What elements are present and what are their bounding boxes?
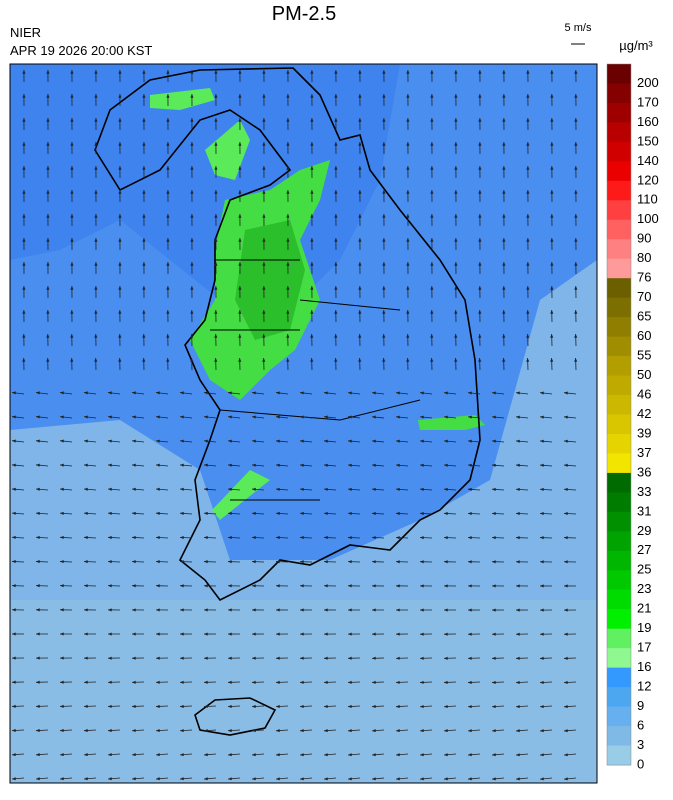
colorbar-label: 29 [637,523,651,538]
colorbar-label: 90 [637,231,651,246]
colorbar-segment [607,415,631,435]
colorbar-label: 140 [637,153,659,168]
colorbar-segment [607,337,631,357]
colorbar-segment [607,707,631,727]
colorbar-label: 19 [637,620,651,635]
colorbar-segment [607,492,631,512]
colorbar-segment [607,83,631,103]
title: PM-2.5 [272,3,336,25]
colorbar-segment [607,687,631,707]
colorbar-segment [607,590,631,610]
colorbar-segment [607,356,631,376]
colorbar-label: 76 [637,270,651,285]
colorbar-label: 36 [637,464,651,479]
colorbar-label: 27 [637,542,651,557]
colorbar-segment [607,473,631,493]
colorbar-segment [607,298,631,318]
colorbar-segment [607,200,631,220]
colorbar-segment [607,648,631,668]
colorbar-segment [607,161,631,181]
colorbar-label: 70 [637,289,651,304]
colorbar-label: 6 [637,717,644,732]
colorbar-segment [607,278,631,298]
unit: µg/m³ [619,38,653,53]
colorbar-label: 39 [637,425,651,440]
colorbar-segment [607,512,631,532]
colorbar-label: 31 [637,503,651,518]
colorbar-segment [607,726,631,746]
colorbar-label: 12 [637,679,651,694]
colorbar-segment [607,453,631,473]
colorbar-segment [607,668,631,688]
colorbar-segment [607,629,631,649]
colorbar-label: 16 [637,659,651,674]
colorbar-segment [607,103,631,123]
colorbar-label: 37 [637,445,651,460]
colorbar: 2001701601501401201101009080767065605550… [607,64,659,771]
colorbar-label: 25 [637,562,651,577]
colorbar-label: 160 [637,114,659,129]
colorbar-segment [607,376,631,396]
colorbar-label: 55 [637,348,651,363]
colorbar-segment [607,570,631,590]
colorbar-segment [607,746,631,766]
wind-scale: 5 m/s [565,22,592,34]
colorbar-segment [607,122,631,142]
colorbar-label: 50 [637,367,651,382]
colorbar-label: 46 [637,386,651,401]
timestamp: APR 19 2026 20:00 KST [10,43,152,58]
colorbar-segment [607,395,631,415]
colorbar-label: 33 [637,484,651,499]
colorbar-label: 21 [637,601,651,616]
colorbar-label: 23 [637,581,651,596]
colorbar-label: 17 [637,640,651,655]
colorbar-segment [607,259,631,279]
colorbar-label: 80 [637,250,651,265]
colorbar-segment [607,239,631,259]
colorbar-segment [607,531,631,551]
colorbar-label: 0 [637,756,644,771]
colorbar-label: 150 [637,133,659,148]
colorbar-segment [607,434,631,454]
colorbar-segment [607,551,631,571]
colorbar-label: 110 [637,192,658,207]
colorbar-label: 120 [637,172,659,187]
colorbar-label: 3 [637,737,644,752]
colorbar-segment [607,181,631,201]
map [10,64,597,783]
colorbar-label: 200 [637,75,659,90]
colorbar-segment [607,64,631,84]
colorbar-label: 9 [637,698,644,713]
agency: NIER [10,25,41,40]
colorbar-label: 170 [637,94,659,109]
colorbar-segment [607,609,631,629]
colorbar-label: 42 [637,406,651,421]
colorbar-segment [607,142,631,162]
colorbar-label: 65 [637,309,651,324]
colorbar-label: 100 [637,211,659,226]
colorbar-label: 60 [637,328,651,343]
colorbar-segment [607,220,631,240]
colorbar-segment [607,317,631,337]
